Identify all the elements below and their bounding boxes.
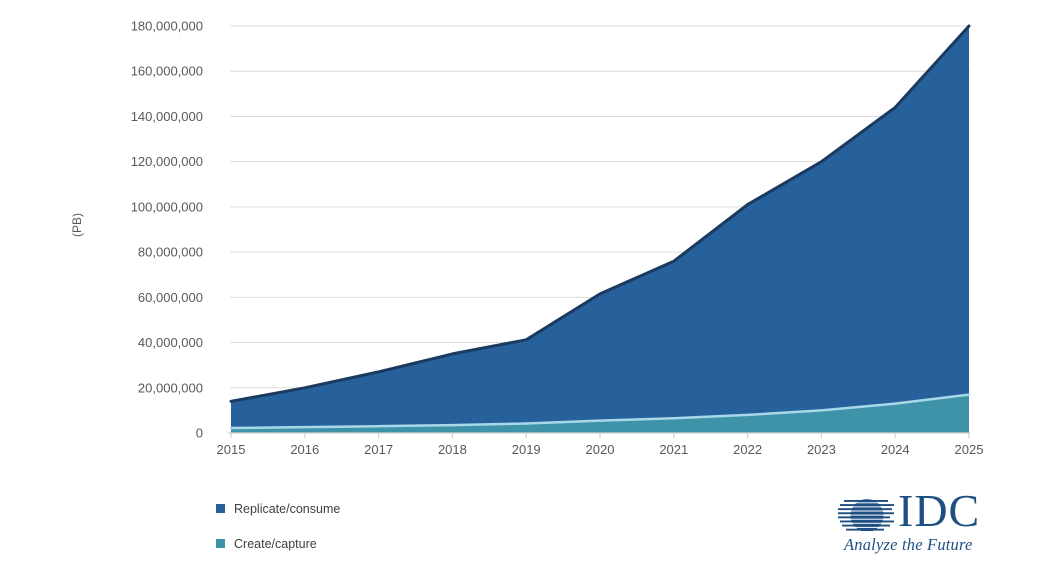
gridlines [230,25,970,389]
replicate-consume-line [229,24,971,403]
idc-globe-icon [838,499,894,531]
y-tick-label: 120,000,000 [131,154,203,169]
x-tick-label: 2024 [881,442,910,457]
y-tick-label: 60,000,000 [138,290,203,305]
x-tick-label: 2020 [586,442,615,457]
globe-bar-inner [850,523,884,527]
x-tick-label: 2025 [955,442,984,457]
idc-tagline: Analyze the Future [844,535,973,554]
x-tick-label: 2015 [217,442,246,457]
y-tick-label: 140,000,000 [131,109,203,124]
x-tick-label: 2019 [512,442,541,457]
legend-item-create-capture: Create/capture [216,536,340,551]
globe-bar-inner [850,527,884,531]
chart-legend: Replicate/consume Create/capture [216,501,340,571]
create-capture-area [231,394,969,433]
y-tick-label: 80,000,000 [138,245,203,260]
y-tick-label: 160,000,000 [131,64,203,79]
y-axis-title: (PB) [70,213,84,237]
x-tick-label: 2017 [364,442,393,457]
y-tick-label: 100,000,000 [131,199,203,214]
y-axis-tick-labels: 0 20,000,000 40,000,000 60,000,000 80,000,00… [131,19,203,441]
x-tick-label: 2018 [438,442,467,457]
y-tick-label: 0 [196,426,203,441]
globe-bar-inner [850,519,884,523]
x-tick-label: 2016 [290,442,319,457]
idc-logo-text: IDC [898,485,981,536]
y-tick-label: 20,000,000 [138,380,203,395]
globe-bar-inner [850,503,884,507]
replicate-consume-area [231,26,969,433]
x-tick-label: 2022 [733,442,762,457]
globe-bar-inner [850,511,884,515]
x-tick-label: 2023 [807,442,836,457]
x-tick-label: 2021 [659,442,688,457]
create-capture-line [229,393,971,430]
x-axis-tick-labels: 2015 2016 2017 2018 2019 2020 2021 2022 2023 2024… [217,442,984,457]
globe-bar-inner [850,499,884,503]
legend-swatch-create-capture [216,539,225,548]
idc-logo: IDC Analyze the Future [838,488,979,558]
legend-label: Replicate/consume [234,501,341,516]
legend-item-replicate-consume: Replicate/consume [216,501,340,516]
x-axis [228,432,970,438]
globe-bar-inner [850,507,884,511]
area-series [229,24,971,433]
y-tick-label: 180,000,000 [131,19,203,34]
legend-label: Create/capture [234,536,317,551]
y-tick-label: 40,000,000 [138,335,203,350]
legend-swatch-replicate-consume [216,504,225,513]
globe-bar-inner [850,515,884,519]
